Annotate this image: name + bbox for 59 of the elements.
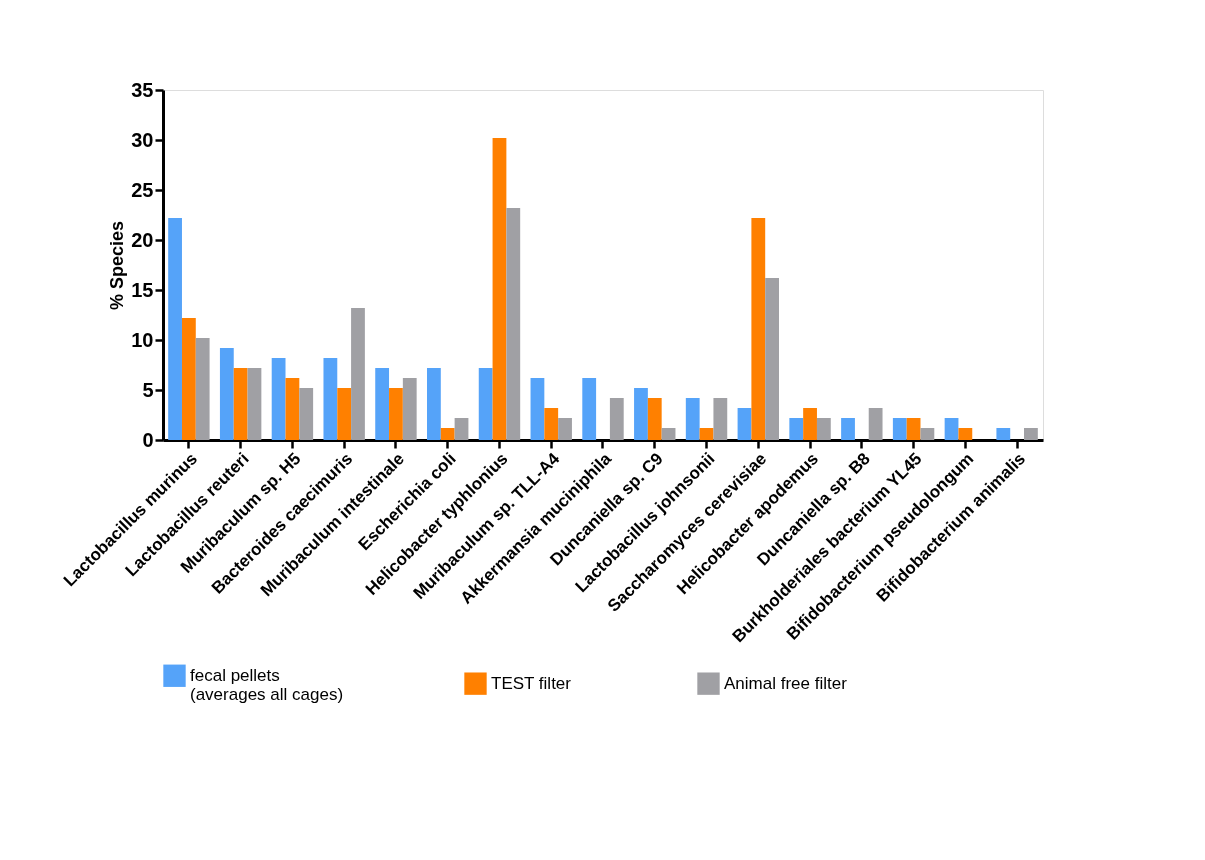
bar xyxy=(699,428,714,440)
y-tick-label: 20 xyxy=(131,228,154,251)
bar xyxy=(454,418,469,440)
bar xyxy=(609,398,624,440)
bar xyxy=(996,428,1011,440)
legend-label: Animal free filter xyxy=(724,673,848,693)
bar xyxy=(233,368,248,440)
bar xyxy=(751,218,766,440)
bar xyxy=(803,408,817,440)
bar xyxy=(558,418,572,440)
bar xyxy=(168,218,182,440)
bar xyxy=(492,138,507,440)
bar xyxy=(737,408,752,440)
bar xyxy=(920,428,935,440)
bar xyxy=(1024,428,1038,440)
bar xyxy=(530,378,545,440)
bar xyxy=(713,398,728,440)
bar xyxy=(789,418,804,440)
bar xyxy=(685,398,700,440)
bar xyxy=(402,378,417,440)
y-axis-title: % Species xyxy=(107,220,128,311)
y-tick-label: 10 xyxy=(131,328,154,351)
bar xyxy=(958,428,973,440)
bar xyxy=(506,208,521,440)
bar xyxy=(661,428,676,440)
bar xyxy=(299,388,314,440)
bar xyxy=(841,418,855,440)
bar xyxy=(389,388,403,440)
bar xyxy=(181,318,196,440)
bar xyxy=(906,418,921,440)
legend-label: TEST filter xyxy=(491,673,572,693)
bar xyxy=(892,418,907,440)
bar xyxy=(323,358,338,440)
bar xyxy=(195,338,210,440)
bar xyxy=(351,308,365,440)
legend-label: fecal pellets (averages all cages) xyxy=(190,665,344,704)
bar xyxy=(544,408,559,440)
y-tick-label: 0 xyxy=(142,428,154,451)
bar xyxy=(219,348,234,440)
bar xyxy=(634,388,648,440)
bar xyxy=(285,378,300,440)
y-tick-label: 25 xyxy=(131,178,154,201)
bar xyxy=(427,368,441,440)
bar xyxy=(337,388,352,440)
y-tick-label: 5 xyxy=(142,378,154,401)
bar xyxy=(478,368,493,440)
y-tick-label: 15 xyxy=(131,278,154,301)
bar xyxy=(944,418,959,440)
y-tick-label: 35 xyxy=(131,78,154,101)
bar xyxy=(247,368,262,440)
bar xyxy=(582,378,597,440)
bar xyxy=(647,398,662,440)
bar xyxy=(816,418,831,440)
bar xyxy=(868,408,883,440)
y-tick-label: 30 xyxy=(131,128,154,151)
bar xyxy=(375,368,390,440)
bar xyxy=(271,358,286,440)
bar xyxy=(440,428,455,440)
bar xyxy=(765,278,779,440)
